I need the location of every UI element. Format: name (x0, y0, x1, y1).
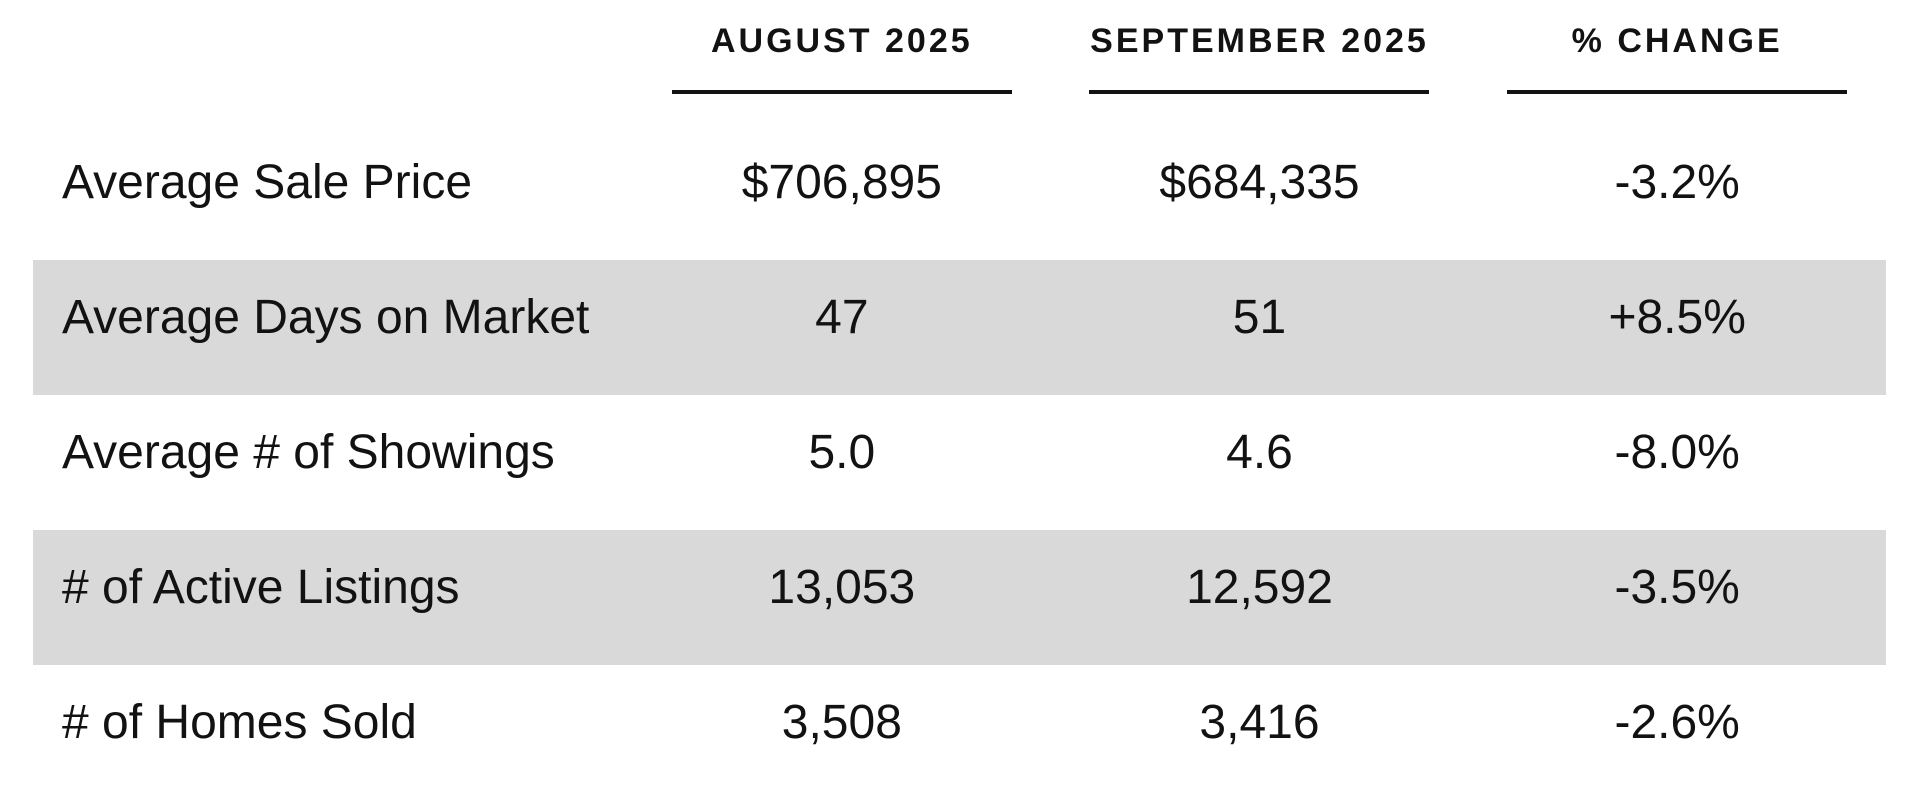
value-august: 13,053 (768, 561, 916, 615)
row-label: Average Sale Price (62, 156, 473, 210)
value-percent-change: -8.0% (1614, 426, 1740, 480)
value-september: 4.6 (1226, 426, 1293, 480)
value-september: 12,592 (1186, 561, 1333, 615)
value-august: $706,895 (741, 156, 942, 210)
header-underline (671, 90, 1012, 95)
column-header-august-2025: AUGUST 2025 (633, 0, 1051, 95)
value-august: 5.0 (808, 426, 876, 480)
value-august: 3,508 (781, 696, 902, 750)
table-row-average-days-on-market: Average Days on Market 47 51 +8.5% (33, 260, 1886, 395)
value-september: 3,416 (1199, 696, 1320, 750)
value-august: 47 (815, 291, 869, 345)
table-header-row: AUGUST 2025 SEPTEMBER 2025 % CHANGE (33, 0, 1886, 125)
header-spacer (33, 0, 633, 22)
table-row-num-active-listings: # of Active Listings 13,053 12,592 -3.5% (33, 530, 1886, 665)
table-row-average-num-showings: Average # of Showings 5.0 4.6 -8.0% (33, 395, 1886, 530)
value-percent-change: -3.5% (1614, 561, 1740, 615)
column-header-label: SEPTEMBER 2025 (1090, 22, 1429, 60)
market-comparison-table: AUGUST 2025 SEPTEMBER 2025 % CHANGE Aver… (33, 0, 1886, 800)
value-percent-change: +8.5% (1608, 291, 1746, 345)
header-underline (1507, 90, 1848, 95)
row-label: Average # of Showings (62, 426, 555, 480)
value-percent-change: -2.6% (1614, 696, 1740, 750)
table-row-num-homes-sold: # of Homes Sold 3,508 3,416 -2.6% (33, 665, 1886, 800)
value-september: $684,335 (1159, 156, 1360, 210)
column-header-label: AUGUST 2025 (711, 22, 973, 60)
header-underline (1089, 90, 1430, 95)
row-label: # of Homes Sold (62, 696, 417, 750)
row-label: Average Days on Market (62, 291, 590, 345)
value-september: 51 (1232, 291, 1287, 345)
row-label: # of Active Listings (62, 561, 460, 615)
table-row-average-sale-price: Average Sale Price $706,895 $684,335 -3.… (33, 125, 1886, 260)
column-header-september-2025: SEPTEMBER 2025 (1051, 0, 1469, 95)
column-header-percent-change: % CHANGE (1468, 0, 1886, 95)
column-header-label: % CHANGE (1571, 22, 1783, 60)
value-percent-change: -3.2% (1614, 156, 1740, 210)
